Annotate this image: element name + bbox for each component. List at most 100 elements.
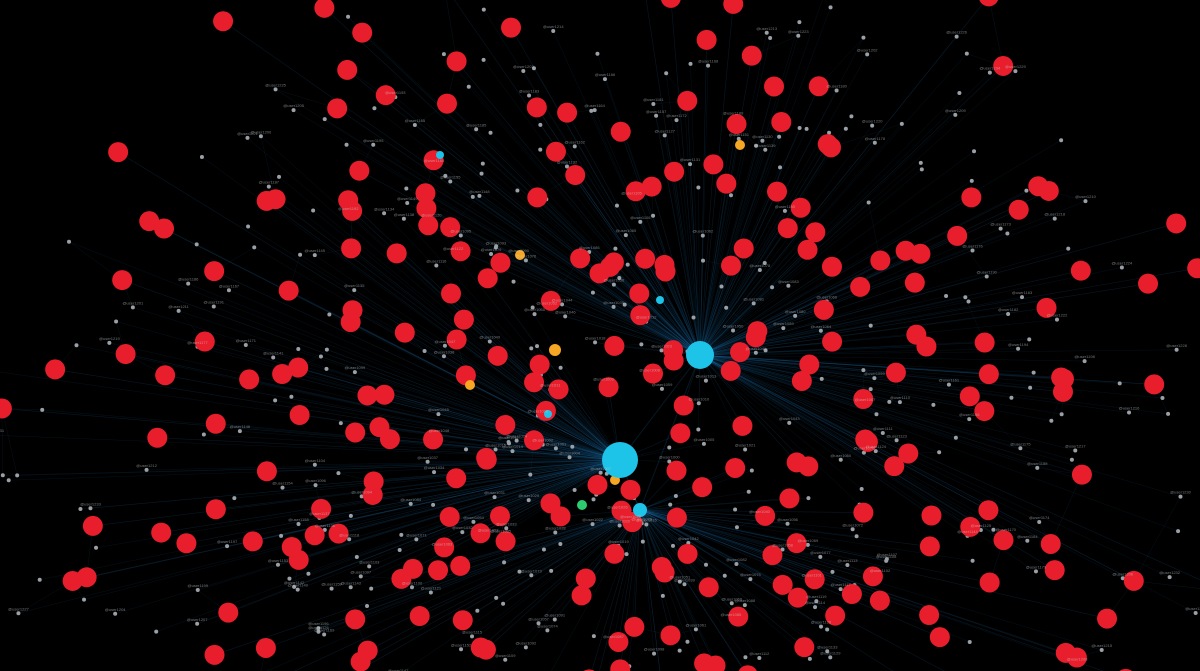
red-node [853, 389, 873, 409]
tiny-node [920, 167, 924, 171]
tiny-node [593, 108, 597, 112]
node-label: @user1200 [251, 129, 273, 134]
tiny-node [481, 162, 485, 166]
edge [69, 242, 620, 460]
edge [640, 492, 749, 510]
tiny-node [1168, 575, 1172, 579]
tiny-node [757, 656, 761, 660]
red-node [239, 369, 259, 389]
tiny-node [937, 450, 941, 454]
red-node [572, 585, 592, 605]
red-node [610, 659, 630, 671]
red-node [357, 385, 377, 405]
tiny-node [545, 628, 549, 632]
tiny-node [573, 144, 577, 148]
tiny-node [599, 471, 603, 475]
tiny-node [1024, 189, 1028, 193]
tiny-node [529, 346, 533, 350]
edge [629, 510, 640, 666]
edge [1134, 497, 1181, 581]
node-label: @user1167 [219, 283, 240, 288]
red-node [599, 377, 619, 397]
tiny-node [145, 468, 149, 472]
tiny-node [460, 530, 464, 534]
tiny-node [591, 522, 595, 526]
tiny-node [349, 514, 353, 518]
red-node [451, 241, 471, 261]
red-node [557, 103, 577, 123]
accent-node [515, 250, 525, 260]
red-node [814, 300, 834, 320]
tiny-node [489, 131, 493, 135]
tiny-node [225, 544, 229, 548]
tiny-node [660, 348, 664, 352]
tiny-node [806, 496, 810, 500]
tiny-node [869, 387, 873, 391]
tiny-node [276, 563, 280, 567]
tiny-node [313, 253, 317, 257]
tiny-node [678, 580, 682, 584]
tiny-node [593, 340, 597, 344]
red-node [692, 477, 712, 497]
red-node [338, 190, 358, 210]
tiny-node [787, 421, 791, 425]
edge [472, 510, 640, 636]
red-node [993, 56, 1013, 76]
node-label: @user1143 [340, 580, 361, 585]
red-node [1045, 560, 1065, 580]
accent-node [465, 380, 475, 390]
red-node [630, 305, 650, 325]
red-node [450, 556, 470, 576]
tiny-node [861, 368, 865, 372]
red-node [447, 330, 467, 350]
tiny-node [365, 604, 369, 608]
red-node [725, 458, 745, 478]
tiny-node [345, 143, 349, 147]
edge [248, 226, 620, 460]
red-node [870, 591, 890, 611]
tiny-node [355, 555, 359, 559]
red-node [764, 76, 784, 96]
tiny-node [1083, 199, 1087, 203]
edge [700, 124, 902, 355]
tiny-node [517, 570, 521, 574]
tiny-node [503, 658, 507, 662]
red-node [677, 91, 697, 111]
red-node [788, 588, 808, 608]
edge [373, 145, 700, 355]
node-label: @user1226 [946, 30, 968, 35]
tiny-node [324, 367, 328, 371]
tiny-node [1118, 381, 1122, 385]
tiny-node [999, 227, 1003, 231]
node-label: @user1212 [136, 463, 158, 468]
tiny-node [292, 585, 296, 589]
tiny-node [532, 66, 536, 70]
tiny-node [410, 585, 414, 589]
red-node [440, 217, 460, 237]
node-label: @user1219 [99, 336, 121, 341]
accent-node [436, 151, 444, 159]
red-node [256, 638, 276, 658]
red-node [428, 560, 448, 580]
red-node [204, 261, 224, 281]
red-node [643, 364, 663, 384]
tiny-node [592, 634, 596, 638]
red-node [1051, 367, 1071, 387]
tiny-node [851, 527, 855, 531]
node-label: @user1112 [749, 651, 770, 656]
red-node [947, 226, 967, 246]
tiny-node [94, 546, 98, 550]
red-node [629, 284, 649, 304]
node-label: @user1209 [945, 108, 967, 113]
red-node [358, 641, 378, 661]
tiny-node [828, 655, 832, 659]
tiny-node [349, 585, 353, 589]
accent-node [735, 140, 745, 150]
red-node [919, 605, 939, 625]
tiny-node [515, 189, 519, 193]
node-label: @user1021 [735, 443, 757, 448]
node-label: @user1184 [1017, 534, 1038, 539]
tiny-node [399, 533, 403, 537]
edge [1134, 581, 1200, 592]
red-node [410, 606, 430, 626]
